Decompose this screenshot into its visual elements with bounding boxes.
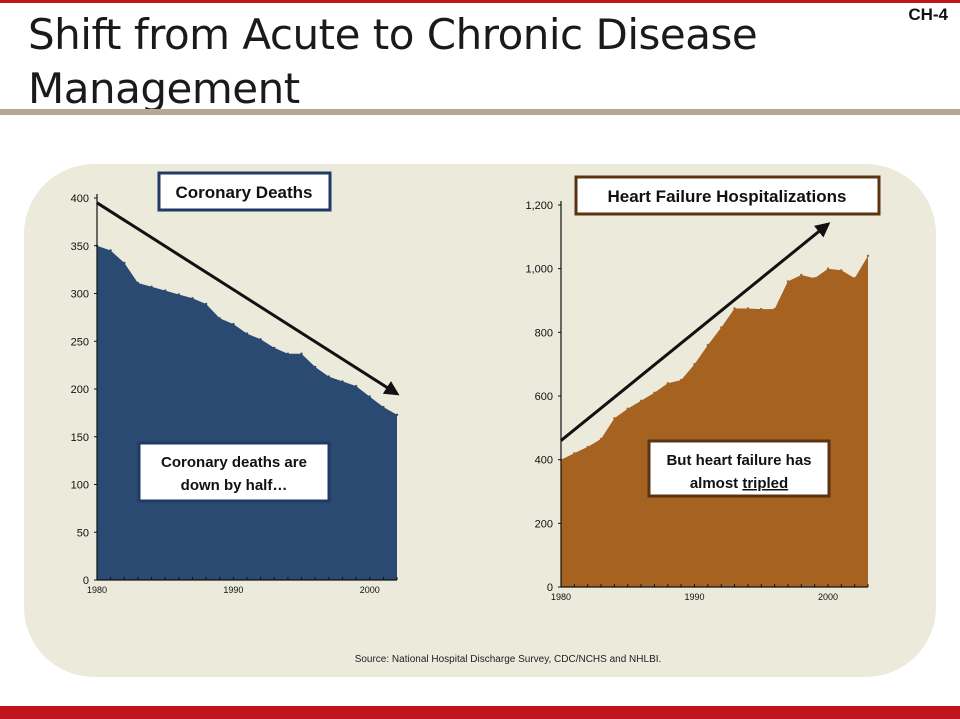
title-divider — [0, 109, 960, 115]
coronary-title-box — [157, 171, 332, 212]
coronary-y-tick-label: 250 — [71, 336, 89, 348]
coronary-annotation-box — [137, 441, 331, 503]
coronary-y-tick-label: 0 — [83, 575, 89, 587]
coronary-y-tick-label: 200 — [71, 384, 89, 396]
coronary-y-tick-label: 400 — [71, 193, 89, 205]
coronary-point — [245, 332, 249, 335]
coronary-area — [97, 245, 397, 581]
hf-point — [693, 363, 696, 366]
coronary-point — [218, 317, 221, 320]
bottom-accent-bar — [0, 706, 960, 719]
hf-point — [840, 269, 843, 272]
hf-point — [573, 452, 576, 455]
hf-point — [866, 254, 870, 258]
hf-point — [613, 417, 616, 420]
coronary-x-tick-label: 2000 — [360, 585, 380, 595]
coronary-point — [327, 375, 330, 378]
hf-point — [786, 280, 790, 283]
hf-title-box — [574, 175, 881, 216]
hf-trend-arrow — [560, 222, 831, 442]
hf-y-tick-label: 600 — [535, 391, 553, 403]
hf-point — [746, 307, 750, 310]
hf-chart-title: Heart Failure Hospitalizations — [608, 187, 847, 206]
hf-annotation: But heart failure has almost tripled — [647, 439, 831, 498]
coronary-annotation-line2: down by half… — [181, 477, 288, 494]
hf-point — [639, 399, 643, 402]
hf-point — [586, 445, 589, 449]
hf-point — [813, 277, 816, 280]
coronary-point — [259, 338, 262, 341]
coronary-point — [123, 261, 126, 265]
slide-title-line1: Shift from Acute to Chronic Disease — [28, 10, 758, 59]
coronary-point — [150, 285, 153, 288]
coronary-y-tick-label: 300 — [71, 289, 89, 301]
coronary-x-tick-label: 1990 — [223, 585, 243, 595]
hf-area — [561, 255, 868, 587]
coronary-point — [164, 289, 167, 292]
slide-title: Shift from Acute to Chronic Disease Mana… — [28, 8, 848, 116]
coronary-point — [368, 395, 371, 398]
coronary-y-tick-label: 150 — [71, 432, 89, 444]
coronary-y-tick-label: 100 — [71, 480, 89, 492]
coronary-x-tick-label: 1980 — [87, 585, 107, 595]
coronary-point — [314, 365, 317, 369]
slide-title-line2: Management — [28, 64, 300, 113]
coronary-point — [354, 384, 358, 388]
coronary-point — [382, 405, 385, 409]
coronary-trend-arrow — [96, 201, 400, 396]
coronary-point — [109, 249, 112, 252]
hf-annotation-box — [647, 439, 831, 498]
hf-point — [733, 307, 736, 310]
hf-point — [720, 326, 723, 329]
hf-annotation-tripled: tripled — [742, 475, 788, 492]
source-note: Source: National Hospital Discharge Surv… — [355, 654, 662, 665]
coronary-point — [204, 302, 208, 306]
coronary-y-tick-label: 50 — [77, 527, 89, 539]
coronary-point — [136, 281, 140, 285]
hf-y-tick-label: 1,000 — [525, 264, 553, 276]
hf-x-tick-label: 1980 — [551, 592, 571, 602]
top-accent-bar — [0, 0, 960, 3]
coronary-chart: 0 50 100 150 200 250 300 350 400 1980 1990 2000 — [71, 193, 400, 595]
coronary-point — [341, 380, 344, 383]
hf-point — [800, 273, 803, 277]
hf-y-tick-label: 0 — [547, 582, 553, 594]
coronary-y-tick-label: 350 — [71, 241, 89, 253]
hf-point — [760, 307, 763, 311]
hf-point — [679, 378, 683, 382]
hf-point — [666, 382, 669, 385]
coronary-point — [286, 352, 290, 355]
hf-point — [626, 407, 629, 410]
hf-annotation-line2: almost tripled — [690, 475, 788, 492]
coronary-point — [395, 413, 399, 416]
hf-point — [599, 437, 603, 441]
hf-point — [706, 343, 709, 347]
hf-y-tick-label: 800 — [535, 327, 553, 339]
coronary-point — [273, 346, 276, 350]
hf-y-tick-label: 1,200 — [525, 200, 553, 212]
hf-y-tick-label: 200 — [535, 518, 553, 530]
coronary-chart-title: Coronary Deaths — [176, 183, 313, 202]
coronary-point — [232, 322, 235, 326]
coronary-annotation-line1: Coronary deaths are — [161, 454, 307, 471]
hf-point — [653, 391, 656, 394]
hf-point — [826, 267, 830, 270]
coronary-point — [191, 297, 194, 300]
coronary-point — [300, 352, 303, 355]
hf-point — [773, 307, 776, 311]
hf-annotation-line1: But heart failure has — [666, 452, 811, 469]
hf-x-tick-label: 2000 — [818, 592, 838, 602]
hf-annotation-almost: almost — [690, 475, 738, 492]
hf-x-tick-label: 1990 — [684, 592, 704, 602]
hf-y-tick-label: 400 — [535, 455, 553, 467]
hf-point — [853, 277, 856, 280]
slide-id: CH-4 — [908, 5, 948, 24]
hf-chart: 0 200 400 600 800 1,000 1,200 1980 1990 2000 — [525, 200, 870, 602]
coronary-annotation: Coronary deaths are down by half… — [137, 441, 331, 503]
coronary-point — [177, 293, 180, 296]
